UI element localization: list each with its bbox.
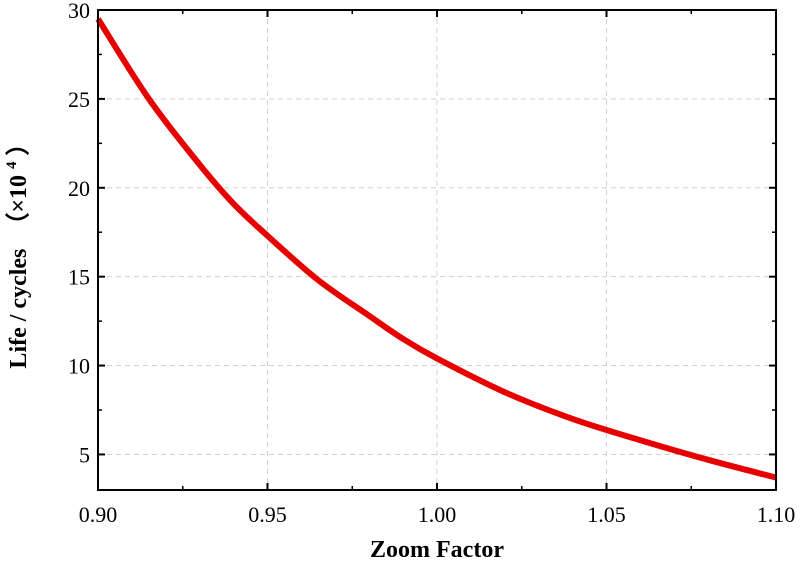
x-axis-title: Zoom Factor [370, 537, 504, 559]
y-tick-label: 5 [79, 442, 90, 467]
grid [98, 10, 776, 490]
series-line [95, 17, 777, 481]
series-layer [95, 17, 777, 481]
y-tick-label: 20 [68, 176, 90, 201]
x-tick-label: 0.95 [248, 502, 287, 527]
y-axis-title-exponent: 4 [4, 161, 20, 169]
x-tick-label: 1.05 [587, 502, 626, 527]
x-tick-label: 1.10 [757, 502, 796, 527]
y-axis-title-main: Life / cycles [6, 249, 32, 369]
y-axis-title-close: ） [5, 131, 32, 155]
x-tick-label: 1.00 [418, 502, 457, 527]
y-axis-title-multiplier: （×10 [5, 175, 32, 237]
y-tick-label: 15 [68, 265, 90, 290]
axis-ticks [97, 9, 777, 490]
y-tick-label: 30 [68, 0, 90, 23]
y-tick-label: 10 [68, 354, 90, 379]
y-tick-label: 25 [68, 87, 90, 112]
tick-labels: 0.90 0.95 1.00 1.05 1.10 5 10 15 20 25 30 [68, 0, 795, 527]
x-tick-label: 0.90 [79, 502, 118, 527]
y-axis-title: Life / cycles （×10 4 ） [0, 131, 32, 368]
